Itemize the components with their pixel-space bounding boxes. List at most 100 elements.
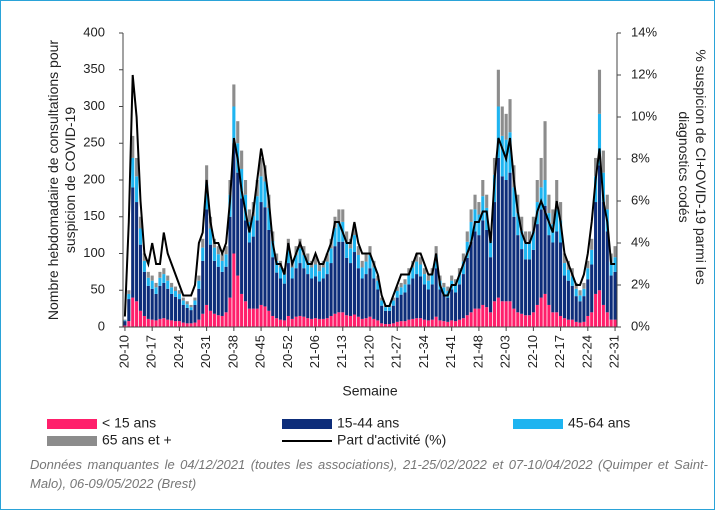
bar-segment (325, 318, 329, 327)
bar-segment (173, 286, 178, 291)
bar-segment (562, 275, 567, 319)
y2-tick-label: 14% (631, 24, 657, 39)
bar-segment (267, 310, 271, 327)
bar-segment (380, 323, 384, 327)
bar-segment (380, 297, 384, 301)
bar-segment (489, 312, 493, 327)
bar-segment (181, 300, 185, 305)
bar-segment (123, 325, 127, 327)
bar-segment (551, 209, 555, 225)
y-tick-label: 400 (83, 24, 105, 39)
bar-segment (597, 165, 602, 291)
bar-segment (384, 307, 388, 311)
bar-segment (601, 202, 605, 305)
bar-segment (329, 315, 333, 327)
bar-segment (407, 319, 411, 327)
bar-segment (154, 287, 158, 294)
bar-segment (325, 274, 329, 319)
bar-segment (146, 318, 150, 327)
bar-segment (555, 231, 559, 313)
bar-segment (201, 313, 205, 327)
bar-segment (313, 257, 318, 265)
bar-segment (566, 319, 570, 327)
bar-segment (422, 319, 427, 327)
bar-segment (481, 220, 485, 305)
bar-segment (302, 316, 306, 327)
bar-segment (450, 275, 454, 281)
bar-segment (415, 253, 419, 262)
bar-segment (492, 301, 497, 327)
bar-segment (189, 304, 193, 308)
bar-segment (516, 235, 520, 313)
bar-segment (582, 296, 586, 322)
y-tick-label: 50 (91, 282, 105, 297)
bar-segment (391, 305, 395, 324)
bar-segment (185, 304, 189, 308)
bar-segment (290, 278, 294, 319)
bar-segment (419, 318, 423, 327)
bar-segment (481, 180, 485, 197)
bar-segment (127, 299, 131, 322)
bar-segment (395, 286, 399, 291)
bar-segment (539, 157, 543, 188)
y2-tick-label: 8% (631, 150, 650, 165)
bar-segment (469, 221, 473, 242)
bar-segment (158, 271, 162, 278)
x-tick-label: 21-13 (334, 335, 349, 368)
bar-segment (543, 180, 547, 206)
bar-segment (578, 295, 582, 302)
bar-segment (158, 285, 162, 319)
bar-segment (325, 261, 329, 275)
bar-segment (477, 235, 481, 309)
bar-segment (259, 304, 263, 327)
bar-segment (489, 257, 493, 313)
bar-segment (127, 293, 131, 300)
bar-segment (158, 277, 162, 286)
bar-segment (454, 292, 458, 322)
bar-segment (364, 253, 368, 262)
bar-segment (247, 308, 251, 327)
bar-segment (399, 282, 403, 288)
bar-segment (457, 284, 462, 320)
bar-segment (154, 282, 158, 288)
bar-segment (442, 287, 446, 295)
bar-segment (566, 269, 570, 281)
bar-segment (185, 307, 189, 324)
bar-segment (527, 231, 532, 244)
bar-segment (368, 254, 372, 269)
bar-segment (240, 198, 244, 294)
bar-segment (543, 121, 547, 180)
bar-segment (170, 282, 174, 288)
y2-tick-label: 4% (631, 234, 650, 249)
bar-segment (356, 316, 360, 327)
bar-segment (512, 216, 516, 309)
bar-segment (341, 209, 345, 222)
bar-segment (609, 275, 613, 320)
bar-segment (559, 242, 563, 316)
bar-segment (422, 274, 427, 285)
bar-segment (220, 271, 224, 316)
bar-segment (461, 274, 465, 319)
bar-segment (411, 267, 415, 279)
bar-segment (154, 293, 158, 321)
bar-segment (442, 294, 446, 322)
bar-segment (298, 248, 302, 264)
bar-segment (426, 275, 430, 281)
bar-segment (485, 229, 489, 308)
bar-segment (516, 213, 520, 236)
bar-segment (380, 300, 384, 306)
bar-segment (247, 209, 251, 222)
bar-segment (527, 315, 532, 327)
bar-segment (574, 321, 578, 327)
bar-segment (282, 320, 286, 327)
bar-segment (430, 274, 434, 285)
bar-segment (146, 277, 150, 286)
y2-tick-label: 12% (631, 66, 657, 81)
bar-segment (236, 121, 240, 144)
bar-segment (135, 301, 139, 327)
bar-segment (337, 209, 341, 222)
bar-segment (364, 274, 368, 319)
bar-segment (205, 304, 209, 327)
bar-segment (535, 180, 539, 203)
